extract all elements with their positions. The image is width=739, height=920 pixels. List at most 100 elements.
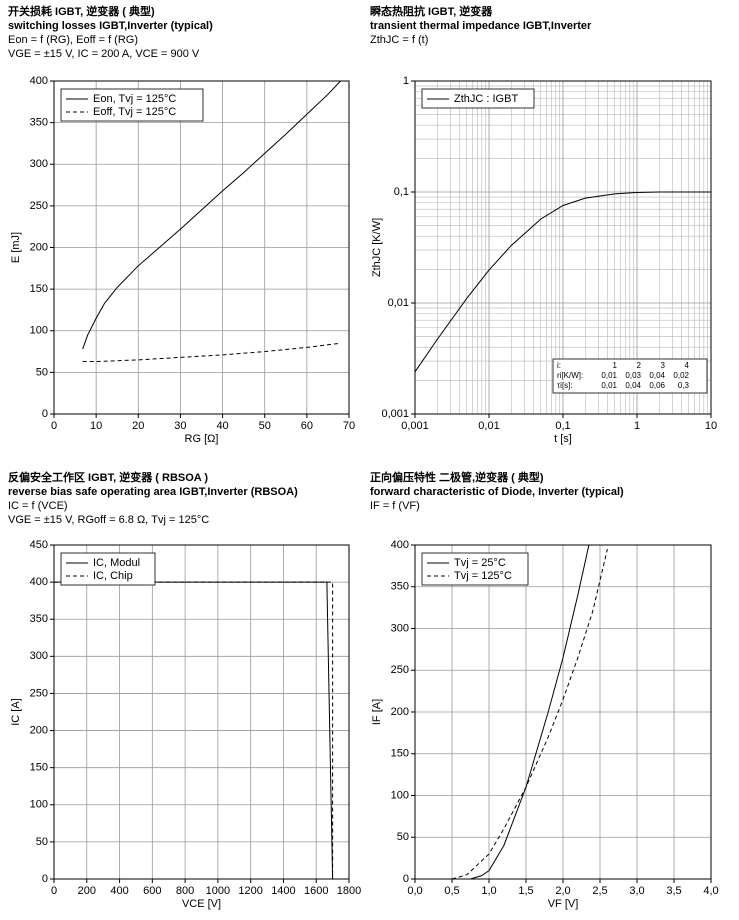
table-cell: 0,06	[649, 381, 665, 390]
y-tick-label: 150	[30, 283, 48, 295]
x-tick-label: 1600	[304, 885, 328, 897]
series-line	[82, 342, 341, 363]
chart: 正向偏压特性 二极管,逆变器 ( 典型) forward characterist…	[370, 470, 719, 910]
table-cell: 4	[685, 361, 690, 370]
x-tick-label: 4,0	[703, 885, 718, 897]
y-tick-label: 50	[36, 366, 48, 378]
series-line	[451, 549, 608, 880]
y-tick-label: 100	[391, 789, 409, 801]
y-tick-label: 300	[30, 158, 48, 170]
y-tick-label: 100	[30, 325, 48, 337]
y-tick-label: 150	[30, 762, 48, 774]
y-axis-label: E [mJ]	[10, 232, 22, 263]
legend-label: Tvj = 125°C	[454, 570, 512, 582]
series-line	[82, 80, 341, 350]
y-tick-label: 1	[403, 75, 409, 87]
y-tick-label: 400	[391, 539, 409, 551]
y-tick-label: 350	[30, 117, 48, 129]
x-tick-label: 200	[78, 885, 96, 897]
table-cell: 0,01	[601, 371, 617, 380]
x-tick-label: 800	[176, 885, 194, 897]
y-tick-label: 400	[30, 576, 48, 588]
x-tick-label: 1,5	[518, 885, 533, 897]
y-tick-label: 0	[42, 408, 48, 420]
table-cell: 2	[637, 361, 642, 370]
table-cell: 0,3	[678, 381, 690, 390]
chart-title: reverse bias safe operating area IGBT,In…	[8, 486, 298, 498]
plot-frame	[53, 544, 350, 880]
y-tick-label: 0,1	[394, 186, 409, 198]
y-tick-label: 50	[36, 836, 48, 848]
chart-title: 正向偏压特性 二极管,逆变器 ( 典型)	[370, 470, 544, 484]
x-axis-label: RG [Ω]	[185, 433, 219, 445]
x-axis-label: t [s]	[554, 433, 572, 445]
x-tick-label: 0,01	[478, 420, 499, 432]
series-line	[414, 191, 711, 373]
y-tick-label: 300	[391, 622, 409, 634]
legend-label: IC, Chip	[93, 570, 133, 582]
x-tick-label: 40	[216, 420, 228, 432]
y-tick-label: 400	[30, 75, 48, 87]
x-axis-label: VF [V]	[548, 898, 579, 910]
plot-frame	[414, 80, 712, 415]
chart-subtitle: IF = f (VF)	[370, 500, 420, 512]
chart-title: transient thermal impedance IGBT,Inverte…	[370, 20, 592, 32]
chart: 反偏安全工作区 IGBT, 逆变器 ( RBSOA ) reverse bias …	[8, 470, 361, 910]
x-tick-label: 2,5	[592, 885, 607, 897]
table-cell: τi[s]:	[557, 381, 573, 390]
x-tick-label: 3,0	[629, 885, 644, 897]
y-axis-label: IF [A]	[371, 699, 383, 725]
table-cell: 0,01	[601, 381, 617, 390]
chart-title: forward characteristic of Diode, Inverte…	[370, 486, 624, 498]
x-tick-label: 0,001	[401, 420, 429, 432]
table-cell: 0,04	[649, 371, 665, 380]
chart-subtitle: VGE = ±15 V, RGoff = 6.8 Ω, Tvj = 125°C	[8, 514, 209, 526]
x-tick-label: 600	[143, 885, 161, 897]
x-tick-label: 0	[51, 885, 57, 897]
x-tick-label: 1800	[337, 885, 361, 897]
chart: 开关损耗 IGBT, 逆变器 ( 典型) switching losses IGB…	[8, 4, 355, 445]
x-tick-label: 2,0	[555, 885, 570, 897]
legend-label: ZthJC : IGBT	[454, 93, 518, 105]
legend-label: Eoff, Tvj = 125°C	[93, 106, 176, 118]
x-tick-label: 60	[301, 420, 313, 432]
x-tick-label: 1400	[271, 885, 295, 897]
table-box	[552, 358, 708, 394]
legend-label: Tvj = 25°C	[454, 557, 506, 569]
chart-title: 反偏安全工作区 IGBT, 逆变器 ( RBSOA )	[8, 470, 208, 484]
table-cell: 1	[613, 361, 618, 370]
legend-box	[421, 552, 529, 586]
y-axis-label: ZthJC [K/W]	[371, 218, 383, 277]
y-tick-label: 0,001	[381, 408, 409, 420]
x-tick-label: 400	[110, 885, 128, 897]
x-tick-label: 10	[90, 420, 102, 432]
y-tick-label: 0	[42, 873, 48, 885]
x-tick-label: 1	[634, 420, 640, 432]
x-tick-label: 20	[132, 420, 144, 432]
x-tick-label: 0,1	[555, 420, 570, 432]
y-tick-label: 250	[391, 664, 409, 676]
y-tick-label: 200	[30, 241, 48, 253]
legend-box	[60, 88, 204, 122]
y-tick-label: 0	[403, 873, 409, 885]
x-tick-label: 0	[51, 420, 57, 432]
y-tick-label: 0,01	[388, 297, 409, 309]
plot-frame	[53, 80, 350, 415]
x-tick-label: 10	[705, 420, 717, 432]
y-tick-label: 200	[391, 706, 409, 718]
plot-frame	[414, 544, 712, 880]
x-tick-label: 70	[343, 420, 355, 432]
chart-subtitle: ZthJC = f (t)	[370, 34, 428, 46]
x-tick-label: 3,5	[666, 885, 681, 897]
y-tick-label: 450	[30, 539, 48, 551]
chart-title: 瞬态热阻抗 IGBT, 逆变器	[370, 4, 493, 18]
x-tick-label: 30	[174, 420, 186, 432]
y-tick-label: 200	[30, 724, 48, 736]
y-tick-label: 150	[391, 748, 409, 760]
x-tick-label: 0,5	[444, 885, 459, 897]
legend-label: Eon, Tvj = 125°C	[93, 93, 176, 105]
y-tick-label: 300	[30, 650, 48, 662]
table-cell: 0,02	[673, 371, 689, 380]
chart: 瞬态热阻抗 IGBT, 逆变器 transient thermal impedan…	[370, 4, 717, 445]
